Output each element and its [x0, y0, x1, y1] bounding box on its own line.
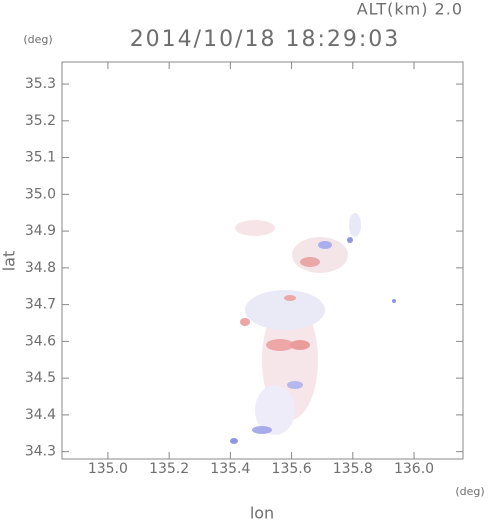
- radar-echoes: [230, 213, 396, 444]
- y-tick-label: 35.3: [25, 76, 56, 92]
- altitude-label: ALT(km) 2.0: [357, 0, 463, 19]
- y-tick-label: 34.8: [25, 260, 56, 276]
- x-unit: (deg): [455, 485, 484, 498]
- plot-frame: [61, 61, 464, 460]
- chart-title: 2014/10/18 18:29:03: [130, 27, 401, 52]
- y-tick-label: 34.9: [25, 223, 56, 239]
- x-tick-label: 135.4: [210, 461, 250, 477]
- y-axis-label: lat: [0, 251, 19, 272]
- y-tick-label: 35.0: [25, 186, 56, 202]
- y-tick-label: 34.3: [25, 444, 56, 460]
- y-tick-label: 35.2: [25, 113, 56, 129]
- x-axis-label: lon: [250, 504, 274, 521]
- y-tick-label: 34.7: [25, 297, 56, 313]
- x-tick-label: 135.6: [272, 461, 312, 477]
- x-tick-label: 135.8: [333, 461, 373, 477]
- y-unit: (deg): [23, 33, 52, 46]
- y-tick-label: 34.6: [25, 333, 56, 349]
- x-tick-label: 136.0: [394, 461, 434, 477]
- x-tick-label: 135.0: [88, 461, 128, 477]
- y-tick-label: 34.4: [25, 407, 56, 423]
- y-tick-label: 35.1: [25, 150, 56, 166]
- x-tick-label: 135.2: [149, 461, 189, 477]
- y-tick-label: 34.5: [25, 370, 56, 386]
